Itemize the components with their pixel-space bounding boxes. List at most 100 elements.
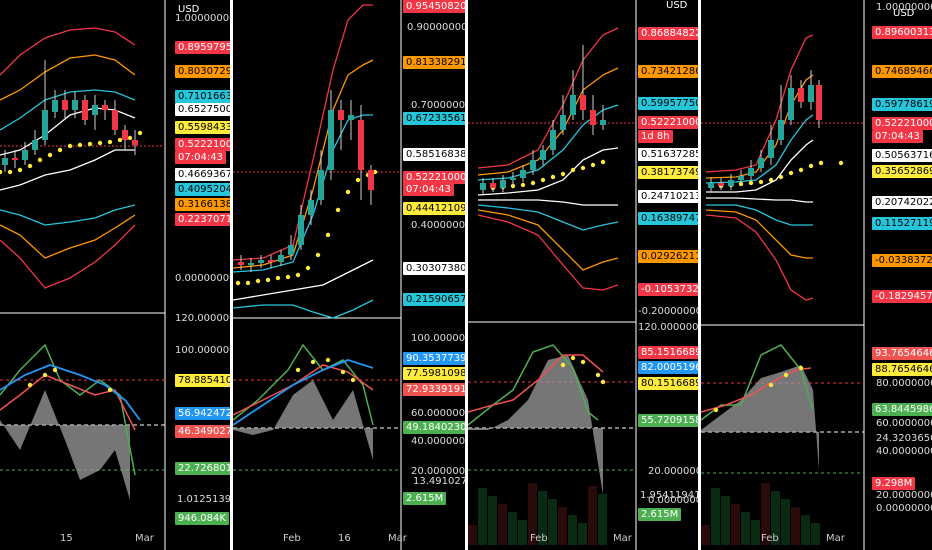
chart-canvas-3[interactable] bbox=[468, 0, 698, 550]
chart-canvas-2[interactable] bbox=[233, 0, 465, 550]
x-axis-label: Mar bbox=[388, 533, 407, 544]
price-tag: 0.52221000 bbox=[872, 117, 932, 130]
price-candle bbox=[738, 176, 744, 180]
trend-dot bbox=[67, 143, 73, 149]
osc-value: 13.49102781 bbox=[413, 476, 465, 487]
lower-band-2 bbox=[477, 204, 619, 231]
osc-dot bbox=[27, 382, 33, 388]
price-candle bbox=[62, 100, 68, 110]
lower-band-4 bbox=[477, 214, 619, 291]
price-candle bbox=[132, 140, 138, 145]
trend-dot bbox=[17, 167, 23, 173]
osc-histogram bbox=[233, 380, 373, 460]
price-candle bbox=[122, 130, 128, 140]
osc-tag: 946.084K bbox=[175, 512, 229, 525]
trend-dot bbox=[245, 280, 251, 286]
trend-dot bbox=[345, 189, 351, 195]
upper-band-2 bbox=[0, 54, 136, 101]
price-candle bbox=[768, 140, 774, 158]
osc-axis-label: 100.00000000 bbox=[411, 333, 465, 344]
osc-value: 1.01251396 bbox=[177, 494, 230, 505]
price-candle bbox=[600, 120, 606, 125]
price-tag: 0.22370718 bbox=[175, 213, 230, 226]
chart-panel-4[interactable]: USD 1.00000000 0.89600313 0.74689466 0.59778… bbox=[701, 0, 932, 550]
trend-dot bbox=[27, 163, 33, 169]
price-tag: 07:04:43 bbox=[872, 130, 923, 143]
osc-axis-label: 60.00000000 bbox=[411, 408, 465, 419]
upper-band-3 bbox=[233, 4, 373, 261]
trend-dot bbox=[77, 142, 83, 148]
osc-dot bbox=[42, 372, 48, 378]
price-candle bbox=[530, 160, 536, 170]
volume-bar bbox=[761, 483, 770, 545]
osc-axis-label: 0.00000000 bbox=[876, 503, 932, 514]
chart-panel-3[interactable]: USD 0.86884822 0.73421286 0.59957750 0.52221… bbox=[468, 0, 698, 550]
price-candle bbox=[490, 183, 496, 188]
osc-tag: 78.88541002 bbox=[175, 374, 230, 387]
price-tag: 1d 8h bbox=[638, 130, 673, 143]
osc-tag: 80.15166890 bbox=[638, 377, 698, 390]
panel-divider[interactable] bbox=[465, 0, 468, 550]
price-candle bbox=[238, 262, 244, 265]
upper-band-2 bbox=[477, 67, 619, 176]
osc-tag: 63.84459864 bbox=[872, 403, 932, 416]
panel-divider[interactable] bbox=[698, 0, 701, 550]
basis-line bbox=[706, 139, 814, 193]
price-candle bbox=[520, 170, 526, 178]
trend-dot bbox=[540, 177, 546, 183]
volume-bar bbox=[588, 486, 597, 545]
price-candle bbox=[328, 110, 334, 170]
chart-panel-2[interactable]: USD0.954508200.900000000.700000000.40000… bbox=[233, 0, 465, 550]
osc-dot bbox=[107, 387, 113, 393]
trend-dot bbox=[580, 165, 586, 171]
osc-dot bbox=[713, 407, 719, 413]
volume-bar bbox=[711, 488, 720, 545]
trend-dot bbox=[818, 160, 824, 166]
trend-dot bbox=[590, 162, 596, 168]
trend-dot bbox=[335, 207, 341, 213]
osc-axis-label: 20.00000000 bbox=[648, 466, 698, 477]
x-axis-label: Feb bbox=[761, 533, 779, 544]
chart-canvas-1[interactable] bbox=[0, 0, 230, 550]
upper-band-1 bbox=[705, 114, 814, 184]
price-tag: 0.58516838 bbox=[403, 148, 465, 161]
price-candle bbox=[12, 158, 18, 160]
lower-band-2 bbox=[0, 204, 136, 226]
upper-band-3 bbox=[705, 34, 814, 173]
price-candle bbox=[348, 115, 354, 120]
lower-band-3 bbox=[477, 209, 619, 271]
osc-dot bbox=[798, 365, 804, 371]
trend-dot bbox=[127, 135, 133, 141]
chart-canvas-4[interactable] bbox=[701, 0, 932, 550]
price-candle bbox=[268, 260, 274, 262]
x-axis-label: Feb bbox=[283, 533, 301, 544]
price-candle bbox=[580, 95, 586, 110]
osc-dot bbox=[52, 367, 58, 373]
currency-label: USD bbox=[178, 4, 200, 15]
volume-bar bbox=[558, 507, 567, 545]
osc-tag: 9.298M bbox=[872, 477, 916, 490]
panel-divider[interactable] bbox=[230, 0, 233, 550]
trend-dot bbox=[107, 139, 113, 145]
osc-tag: 77.59810984 bbox=[403, 367, 465, 380]
trend-dot bbox=[788, 170, 794, 176]
osc-axis-label: 20.00000000 bbox=[876, 490, 932, 501]
price-candle bbox=[278, 255, 284, 262]
price-candle bbox=[788, 88, 794, 120]
price-tag: 0.35652869 bbox=[872, 165, 932, 178]
lower-band-3 bbox=[0, 214, 136, 259]
osc-dot bbox=[580, 359, 586, 365]
price-candle bbox=[708, 183, 714, 188]
osc-histogram bbox=[468, 355, 603, 495]
volume-bar bbox=[548, 499, 557, 545]
osc-tag: 85.15166890 bbox=[638, 346, 698, 359]
lower-band-1 bbox=[233, 299, 374, 319]
price-tag: 0.86884822 bbox=[638, 27, 698, 40]
trend-dot bbox=[778, 174, 784, 180]
osc-axis-label: 100.00000000 bbox=[175, 345, 230, 356]
volume-bar bbox=[771, 491, 780, 545]
lower-band-1 bbox=[706, 197, 813, 203]
volume-bar bbox=[528, 483, 537, 545]
